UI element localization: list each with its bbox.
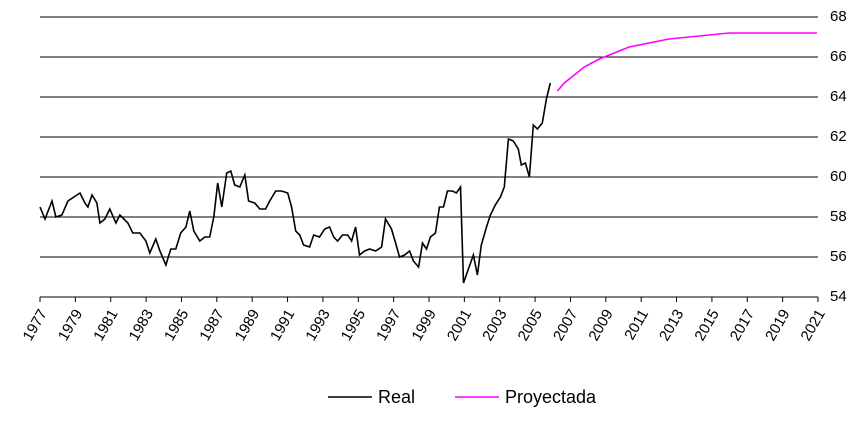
y-tick-label: 60 (830, 168, 847, 185)
x-tick-label: 1991 (267, 306, 298, 343)
x-tick-label: 1989 (232, 306, 263, 343)
x-tick-label: 2019 (762, 306, 793, 343)
x-tick-label: 1983 (126, 306, 157, 343)
legend-label: Proyectada (505, 387, 597, 407)
x-tick-label: 2001 (444, 306, 475, 343)
y-tick-label: 62 (830, 128, 847, 145)
x-tick-label: 1977 (19, 306, 50, 343)
x-tick-label: 1993 (302, 306, 333, 343)
x-tick-label: 2009 (585, 306, 616, 343)
x-tick-label: 1999 (408, 306, 439, 343)
x-tick-label: 2003 (479, 306, 510, 343)
x-tick-label: 1987 (196, 306, 227, 343)
x-tick-label: 1985 (161, 306, 192, 343)
x-tick-label: 1997 (373, 306, 404, 343)
x-tick-label: 2015 (691, 306, 722, 343)
legend-label: Real (378, 387, 415, 407)
y-tick-label: 64 (830, 88, 847, 105)
y-tick-label: 66 (830, 48, 847, 65)
y-tick-label: 58 (830, 208, 847, 225)
x-tick-label: 2013 (656, 306, 687, 343)
series-line (556, 32, 817, 92)
y-tick-label: 68 (830, 8, 847, 25)
x-tick-label: 2021 (797, 306, 828, 343)
y-tick-label: 56 (830, 248, 847, 265)
x-tick-label: 1981 (90, 306, 121, 343)
x-tick-label: 2017 (727, 306, 758, 343)
x-tick-label: 1995 (338, 306, 369, 343)
x-tick-label: 1979 (55, 306, 86, 343)
series-line (39, 82, 552, 284)
x-tick-label: 2005 (515, 306, 546, 343)
y-tick-label: 54 (830, 288, 847, 305)
x-tick-label: 2011 (621, 306, 652, 342)
x-tick-label: 2007 (550, 306, 581, 343)
